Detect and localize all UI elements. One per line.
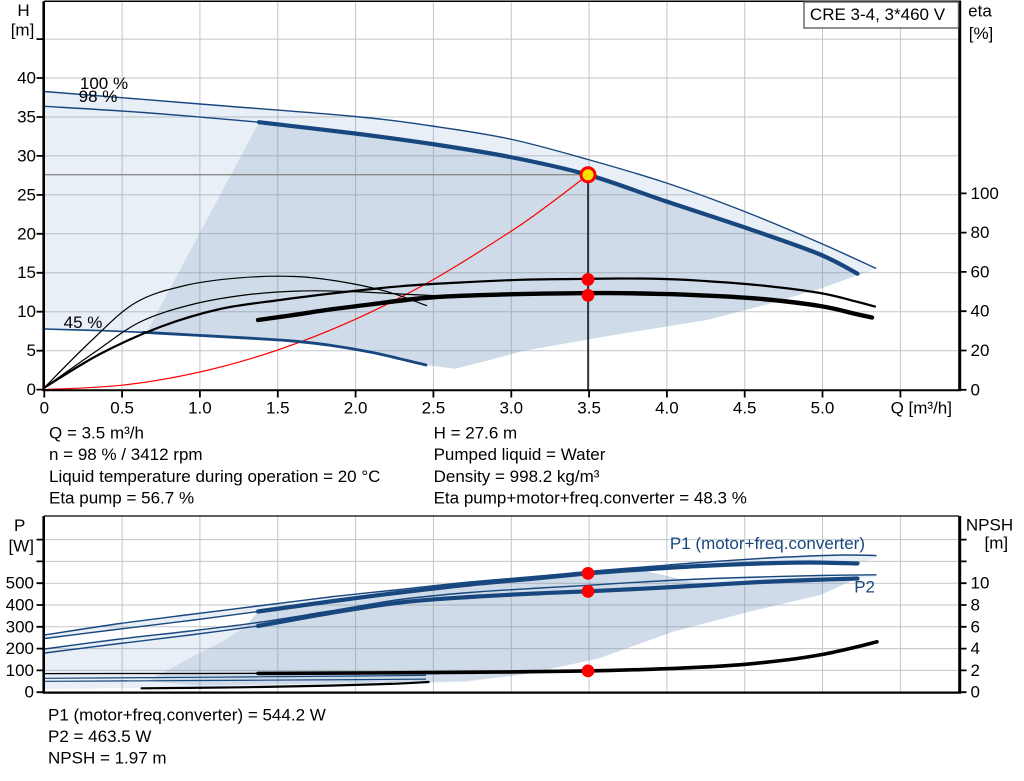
svg-text:60: 60 xyxy=(971,262,990,281)
svg-text:1.0: 1.0 xyxy=(188,399,212,418)
svg-text:2: 2 xyxy=(971,661,980,680)
svg-text:45 %: 45 % xyxy=(64,313,103,332)
svg-text:Q [m³/h]: Q [m³/h] xyxy=(891,399,952,418)
svg-text:6: 6 xyxy=(971,617,980,636)
svg-text:35: 35 xyxy=(17,108,36,127)
svg-text:400: 400 xyxy=(6,596,34,615)
svg-text:H: H xyxy=(17,1,29,20)
svg-text:[m]: [m] xyxy=(11,21,35,40)
svg-text:10: 10 xyxy=(17,302,36,321)
svg-text:8: 8 xyxy=(971,596,980,615)
svg-text:40: 40 xyxy=(17,69,36,88)
svg-text:[%]: [%] xyxy=(969,24,994,43)
svg-text:NPSH = 1.97 m: NPSH = 1.97 m xyxy=(48,749,167,768)
svg-text:100: 100 xyxy=(6,661,34,680)
svg-text:1.5: 1.5 xyxy=(266,399,290,418)
svg-text:4: 4 xyxy=(971,639,980,658)
svg-text:P1 (motor+freq.converter) = 54: P1 (motor+freq.converter) = 544.2 W xyxy=(48,706,326,725)
svg-text:100 %: 100 % xyxy=(80,74,128,93)
svg-text:CRE 3-4, 3*460 V: CRE 3-4, 3*460 V xyxy=(810,5,946,24)
svg-text:Density = 998.2 kg/m³: Density = 998.2 kg/m³ xyxy=(434,467,600,486)
svg-text:300: 300 xyxy=(6,617,34,636)
svg-text:20: 20 xyxy=(17,224,36,243)
svg-text:n = 98 % / 3412 rpm: n = 98 % / 3412 rpm xyxy=(49,445,203,464)
svg-text:5: 5 xyxy=(27,341,36,360)
svg-text:80: 80 xyxy=(971,223,990,242)
svg-text:0: 0 xyxy=(971,683,980,702)
svg-text:100: 100 xyxy=(971,184,999,203)
svg-text:P: P xyxy=(14,516,25,535)
svg-text:2.5: 2.5 xyxy=(422,399,446,418)
svg-text:15: 15 xyxy=(17,263,36,282)
svg-text:0: 0 xyxy=(25,683,34,702)
svg-text:P2: P2 xyxy=(854,578,875,597)
svg-text:2.0: 2.0 xyxy=(344,399,368,418)
svg-text:3.5: 3.5 xyxy=(577,399,601,418)
svg-text:0: 0 xyxy=(971,380,980,399)
svg-text:3.0: 3.0 xyxy=(499,399,523,418)
svg-text:10: 10 xyxy=(971,574,990,593)
svg-text:0: 0 xyxy=(40,399,49,418)
svg-text:20: 20 xyxy=(971,341,990,360)
svg-text:P2 = 463.5 W: P2 = 463.5 W xyxy=(48,727,151,746)
svg-text:30: 30 xyxy=(17,146,36,165)
svg-text:500: 500 xyxy=(6,574,34,593)
svg-text:H = 27.6 m: H = 27.6 m xyxy=(434,423,518,442)
svg-text:Eta pump = 56.7 %: Eta pump = 56.7 % xyxy=(49,489,194,508)
svg-text:25: 25 xyxy=(17,185,36,204)
svg-text:[W]: [W] xyxy=(8,537,34,556)
svg-text:200: 200 xyxy=(6,639,34,658)
svg-text:0.5: 0.5 xyxy=(110,399,134,418)
svg-text:Q = 3.5 m³/h: Q = 3.5 m³/h xyxy=(49,423,144,442)
svg-text:4.0: 4.0 xyxy=(655,399,679,418)
svg-text:[m]: [m] xyxy=(984,534,1008,553)
svg-text:Liquid temperature during oper: Liquid temperature during operation = 20… xyxy=(49,467,380,486)
svg-text:98 %: 98 % xyxy=(79,87,118,106)
svg-text:4.5: 4.5 xyxy=(733,399,757,418)
svg-text:5.0: 5.0 xyxy=(811,399,835,418)
svg-text:P1 (motor+freq.converter): P1 (motor+freq.converter) xyxy=(670,534,865,553)
svg-text:Eta pump+motor+freq.converter: Eta pump+motor+freq.converter = 48.3 % xyxy=(434,489,747,508)
svg-text:40: 40 xyxy=(971,302,990,321)
svg-text:Pumped liquid = Water: Pumped liquid = Water xyxy=(434,445,606,464)
svg-text:eta: eta xyxy=(968,2,992,21)
svg-text:0: 0 xyxy=(27,380,36,399)
svg-text:NPSH: NPSH xyxy=(966,516,1013,535)
